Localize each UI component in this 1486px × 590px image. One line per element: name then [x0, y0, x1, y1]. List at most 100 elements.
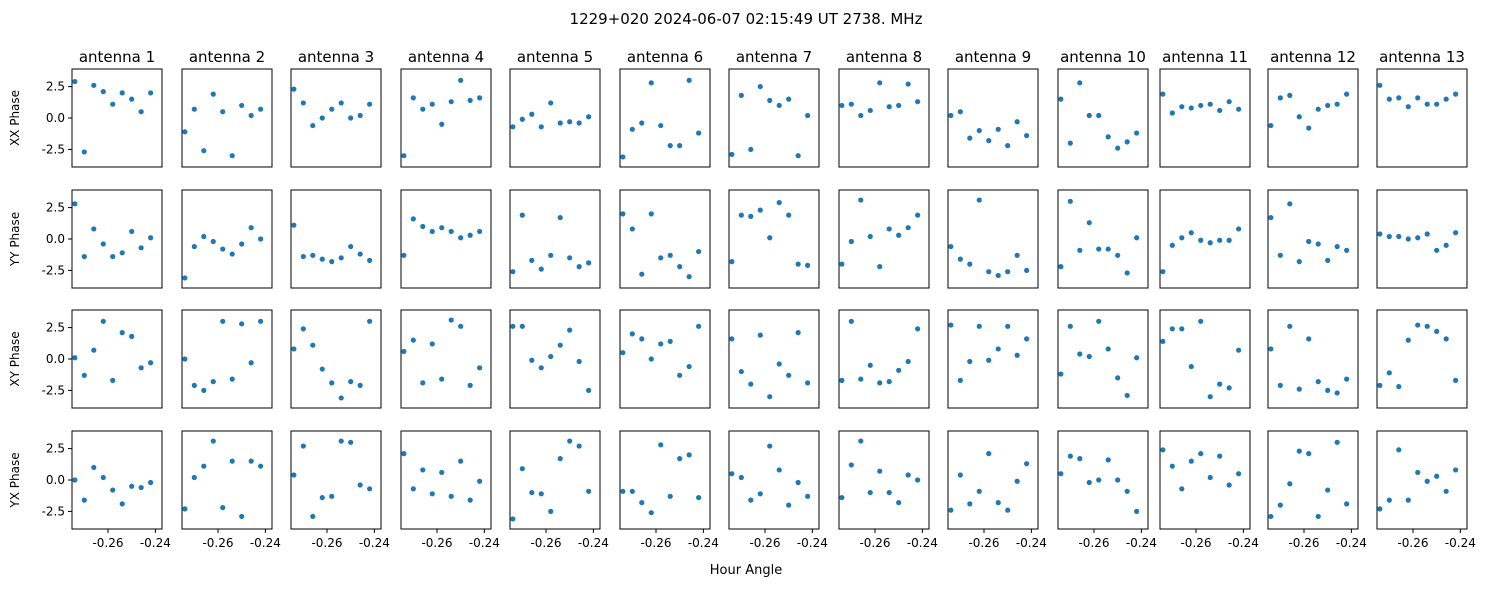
data-point [191, 243, 197, 250]
data-point [795, 330, 801, 336]
data-point [1396, 384, 1402, 390]
panel-frame [838, 189, 930, 289]
x-tick-label: -0.26 [1078, 536, 1109, 550]
data-point [1334, 439, 1340, 445]
data-point [620, 350, 626, 356]
data-point [1169, 326, 1175, 332]
data-point [182, 275, 188, 281]
data-point [72, 355, 78, 361]
data-point [1236, 226, 1242, 232]
data-point [738, 368, 744, 375]
data-point [805, 380, 811, 386]
x-tick-label: -0.26 [530, 536, 561, 550]
data-point [439, 376, 445, 382]
data-point [567, 255, 573, 261]
data-point [1315, 513, 1321, 520]
data-point [401, 153, 407, 159]
data-point [129, 96, 135, 102]
data-point [1077, 456, 1083, 462]
data-point [201, 233, 207, 240]
data-point [1169, 110, 1175, 116]
data-point [839, 494, 845, 501]
data-point [300, 326, 306, 332]
panel-frame [181, 68, 273, 168]
data-point [848, 318, 854, 324]
data-point [786, 372, 792, 378]
data-point [538, 124, 544, 130]
data-point [319, 366, 325, 372]
panel-frame [181, 189, 273, 289]
data-point [100, 89, 106, 95]
data-point [1415, 469, 1421, 476]
data-point [1277, 502, 1283, 508]
data-point [795, 261, 801, 267]
antenna-title: antenna 11 [1162, 48, 1248, 66]
data-point [877, 80, 883, 86]
data-point [1058, 371, 1064, 377]
data-point [1096, 112, 1102, 119]
data-point [210, 438, 216, 444]
data-point [1115, 252, 1121, 258]
panel-frame [1159, 68, 1251, 168]
data-point [576, 358, 582, 365]
data-point [995, 272, 1001, 279]
data-point [329, 106, 335, 112]
data-point [1443, 242, 1449, 248]
data-point [1386, 370, 1392, 376]
panel-frame [509, 189, 601, 289]
data-point [905, 358, 911, 365]
data-point [805, 262, 811, 268]
data-point [1217, 107, 1223, 114]
data-point [1453, 377, 1459, 383]
data-point [805, 112, 811, 119]
panel-frame [400, 189, 492, 289]
panel-frame [1376, 309, 1468, 409]
data-point [548, 100, 554, 106]
data-point [1067, 453, 1073, 459]
data-point [119, 90, 125, 96]
data-point [776, 199, 782, 206]
data-point [696, 494, 702, 501]
data-point [729, 259, 735, 265]
data-point [629, 488, 635, 494]
data-point [191, 106, 197, 112]
x-tick-label: -0.26 [421, 536, 452, 550]
antenna-title: antenna 4 [408, 48, 484, 66]
data-point [1067, 323, 1073, 329]
data-point [767, 97, 773, 104]
data-point [1005, 143, 1011, 149]
data-point [1296, 448, 1302, 454]
data-point [1236, 347, 1242, 353]
data-point [738, 212, 744, 218]
data-point [1124, 488, 1130, 494]
data-point [1169, 242, 1175, 248]
data-point [477, 365, 483, 371]
data-point [338, 395, 344, 401]
data-point [905, 81, 911, 87]
data-point [915, 326, 921, 332]
data-point [439, 225, 445, 231]
panel-frame [400, 68, 492, 168]
data-point [1277, 95, 1283, 101]
data-point [1134, 235, 1140, 241]
data-point [510, 516, 516, 522]
data-point [1086, 353, 1092, 360]
data-point [467, 497, 473, 503]
data-point [1024, 132, 1030, 139]
data-point [1434, 473, 1440, 479]
panel-frame [1376, 430, 1468, 530]
data-point [182, 129, 188, 135]
data-point [110, 101, 116, 107]
data-point [795, 153, 801, 159]
x-tick-label: -0.24 [140, 536, 171, 550]
data-point [948, 112, 954, 119]
data-point [1415, 235, 1421, 241]
panel-frame [1057, 68, 1149, 168]
data-point [1226, 237, 1232, 243]
data-point [291, 86, 297, 92]
panel-frame [838, 309, 930, 409]
data-point [1014, 252, 1020, 258]
data-point [420, 223, 426, 230]
data-point [986, 357, 992, 363]
data-point [639, 500, 645, 506]
